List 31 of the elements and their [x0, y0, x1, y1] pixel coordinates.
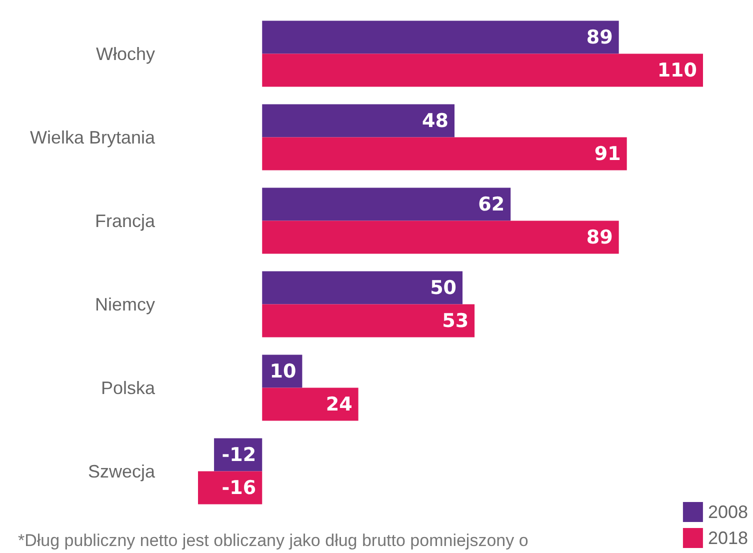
bar [262, 304, 475, 338]
data-label: -12 [222, 444, 256, 466]
bar [262, 220, 619, 254]
bar [262, 20, 619, 54]
bar [262, 388, 358, 421]
legend-label: 2018 [708, 528, 748, 548]
data-label: 24 [326, 393, 352, 416]
bar [262, 271, 463, 304]
data-label: 50 [430, 276, 457, 299]
y-tick-label: Polska [100, 378, 156, 398]
data-label: 62 [478, 193, 505, 216]
y-tick-label: Niemcy [94, 294, 155, 314]
y-tick-label: Włochy [96, 44, 155, 64]
data-label: 89 [586, 226, 613, 248]
y-tick-label: Francja [94, 210, 156, 231]
text: *Dług publiczny netto jest obliczany jako dług brutto pomniejszony o [18, 531, 528, 550]
y-tick-label: Szwecja [88, 461, 156, 482]
bar [262, 104, 455, 138]
data-label: -16 [222, 476, 256, 499]
bar [262, 54, 703, 87]
legend-label: 2008 [708, 502, 748, 522]
data-label: 91 [594, 142, 621, 165]
data-label: 89 [586, 26, 613, 48]
bar [262, 137, 627, 170]
data-label: 48 [422, 110, 449, 132]
data-label: 53 [442, 310, 469, 332]
y-tick-label: Wielka Brytania [30, 127, 156, 148]
bar [262, 188, 511, 221]
data-label: 10 [270, 360, 296, 382]
data-label: 110 [657, 59, 697, 82]
bar [198, 471, 262, 504]
